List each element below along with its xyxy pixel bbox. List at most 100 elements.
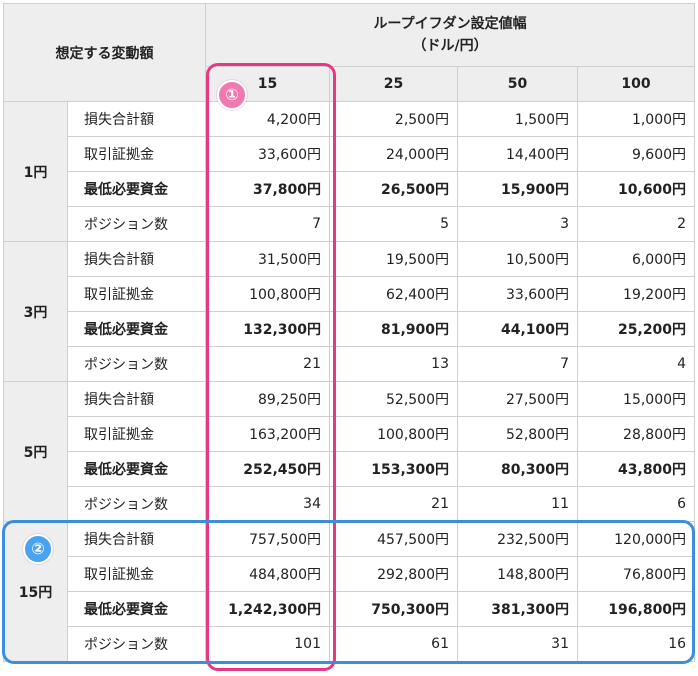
group-label: 1円 — [3, 101, 68, 242]
margin-row: 取引証拠金 163,200円 100,800円 52,800円 28,800円 — [4, 416, 696, 452]
value-cell: 7 — [457, 346, 578, 382]
value-cell: 61 — [329, 626, 458, 662]
row-label: ポジション数 — [67, 346, 206, 382]
value-cell: 484,800円 — [205, 556, 330, 592]
value-cell: 4 — [576, 346, 696, 382]
min-funds-row: 最低必要資金 252,450円 153,300円 80,300円 43,800円 — [4, 451, 696, 487]
value-cell: 52,800円 — [457, 416, 578, 452]
row-label: ポジション数 — [67, 486, 206, 522]
min-funds-row: 最低必要資金 37,800円 26,500円 15,900円 10,600円 — [4, 171, 696, 207]
value-cell: 120,000円 — [576, 521, 696, 557]
main-header-line1: ループイフダン設定値幅 — [373, 16, 527, 32]
value-cell: 232,500円 — [457, 521, 578, 557]
row-label: 損失合計額 — [67, 241, 206, 277]
row-label: ポジション数 — [67, 626, 206, 662]
value-cell: 6 — [576, 486, 696, 522]
value-cell: 31 — [457, 626, 578, 662]
row-label: 取引証拠金 — [67, 276, 206, 312]
loss-total-row: 5円 損失合計額 89,250円 52,500円 27,500円 15,000円 — [3, 381, 696, 522]
margin-row: 取引証拠金 484,800円 292,800円 148,800円 76,800円 — [4, 556, 696, 592]
value-cell: 16 — [576, 626, 696, 662]
row-label: 最低必要資金 — [67, 311, 206, 347]
main-header-line2: （ドル/円） — [412, 38, 488, 54]
value-cell: 750,300円 — [329, 591, 458, 627]
col-header-100: 100 — [576, 66, 696, 102]
value-cell: 3 — [457, 206, 578, 242]
row-label: 損失合計額 — [67, 521, 206, 557]
value-cell: 34 — [205, 486, 330, 522]
value-cell: 25,200円 — [576, 311, 696, 347]
row-label: 取引証拠金 — [67, 416, 206, 452]
position-count-row: ポジション数 7 5 3 2 — [4, 206, 696, 242]
value-cell: 100,800円 — [329, 416, 458, 452]
value-cell: 757,500円 — [205, 521, 330, 557]
row-label: 損失合計額 — [67, 101, 206, 137]
value-cell: 101 — [205, 626, 330, 662]
col-header-50: 50 — [457, 66, 578, 102]
loss-total-row: 3円 損失合計額 31,500円 19,500円 10,500円 6,000円 — [3, 241, 696, 382]
value-cell: 148,800円 — [457, 556, 578, 592]
group-label: 3円 — [3, 241, 68, 382]
value-cell: 100,800円 — [205, 276, 330, 312]
value-cell: 196,800円 — [576, 591, 696, 627]
value-cell: 163,200円 — [205, 416, 330, 452]
corner-header: 想定する変動額 — [3, 3, 206, 102]
value-cell: 2 — [576, 206, 696, 242]
margin-row: 取引証拠金 100,800円 62,400円 33,600円 19,200円 — [4, 276, 696, 312]
value-cell: 381,300円 — [457, 591, 578, 627]
value-cell: 31,500円 — [205, 241, 330, 277]
row-label: 最低必要資金 — [67, 451, 206, 487]
table-body: 1円 損失合計額 4,200円 2,500円 1,500円 1,000円 取引証拠金 33,6… — [3, 101, 696, 662]
row-label: 損失合計額 — [67, 381, 206, 417]
row-label: 最低必要資金 — [67, 591, 206, 627]
loss-total-row: 15円 損失合計額 757,500円 457,500円 232,500円 120,000円 — [3, 521, 696, 662]
value-cell: 28,800円 — [576, 416, 696, 452]
value-cell: 4,200円 — [205, 101, 330, 137]
annotation-badge-2: ② — [23, 534, 53, 564]
row-label: 最低必要資金 — [67, 171, 206, 207]
margin-row: 取引証拠金 33,600円 24,000円 14,400円 9,600円 — [4, 136, 696, 172]
value-cell: 52,500円 — [329, 381, 458, 417]
position-count-row: ポジション数 101 61 31 16 — [4, 626, 696, 662]
value-cell: 7 — [205, 206, 330, 242]
value-cell: 9,600円 — [576, 136, 696, 172]
value-cell: 80,300円 — [457, 451, 578, 487]
value-cell: 27,500円 — [457, 381, 578, 417]
loss-total-row: 1円 損失合計額 4,200円 2,500円 1,500円 1,000円 — [3, 101, 696, 242]
value-cell: 24,000円 — [329, 136, 458, 172]
value-cell: 6,000円 — [576, 241, 696, 277]
value-cell: 44,100円 — [457, 311, 578, 347]
min-funds-row: 最低必要資金 1,242,300円 750,300円 381,300円 196,800円 — [4, 591, 696, 627]
value-cell: 81,900円 — [329, 311, 458, 347]
value-cell: 252,450円 — [205, 451, 330, 487]
value-cell: 33,600円 — [457, 276, 578, 312]
value-cell: 62,400円 — [329, 276, 458, 312]
main-header: ループイフダン設定値幅 （ドル/円） — [204, 3, 696, 67]
group-label: 5円 — [3, 381, 68, 522]
value-cell: 76,800円 — [576, 556, 696, 592]
row-label: 取引証拠金 — [67, 136, 206, 172]
value-cell: 10,500円 — [457, 241, 578, 277]
value-cell: 11 — [457, 486, 578, 522]
row-label: ポジション数 — [67, 206, 206, 242]
value-cell: 1,000円 — [576, 101, 696, 137]
value-cell: 292,800円 — [329, 556, 458, 592]
value-cell: 19,200円 — [576, 276, 696, 312]
value-cell: 457,500円 — [329, 521, 458, 557]
min-funds-row: 最低必要資金 132,300円 81,900円 44,100円 25,200円 — [4, 311, 696, 347]
value-cell: 19,500円 — [329, 241, 458, 277]
value-cell: 1,242,300円 — [205, 591, 330, 627]
col-header-25: 25 — [329, 66, 458, 102]
value-cell: 15,000円 — [576, 381, 696, 417]
value-cell: 89,250円 — [205, 381, 330, 417]
value-cell: 13 — [329, 346, 458, 382]
value-cell: 132,300円 — [205, 311, 330, 347]
value-cell: 1,500円 — [457, 101, 578, 137]
value-cell: 14,400円 — [457, 136, 578, 172]
value-cell: 15,900円 — [457, 171, 578, 207]
value-cell: 43,800円 — [576, 451, 696, 487]
table-wrapper: 想定する変動額 ループイフダン設定値幅 （ドル/円） 15 25 50 100 … — [3, 3, 696, 662]
value-cell: 153,300円 — [329, 451, 458, 487]
value-cell: 5 — [329, 206, 458, 242]
loop-ifdone-table: 想定する変動額 ループイフダン設定値幅 （ドル/円） 15 25 50 100 … — [3, 3, 696, 662]
